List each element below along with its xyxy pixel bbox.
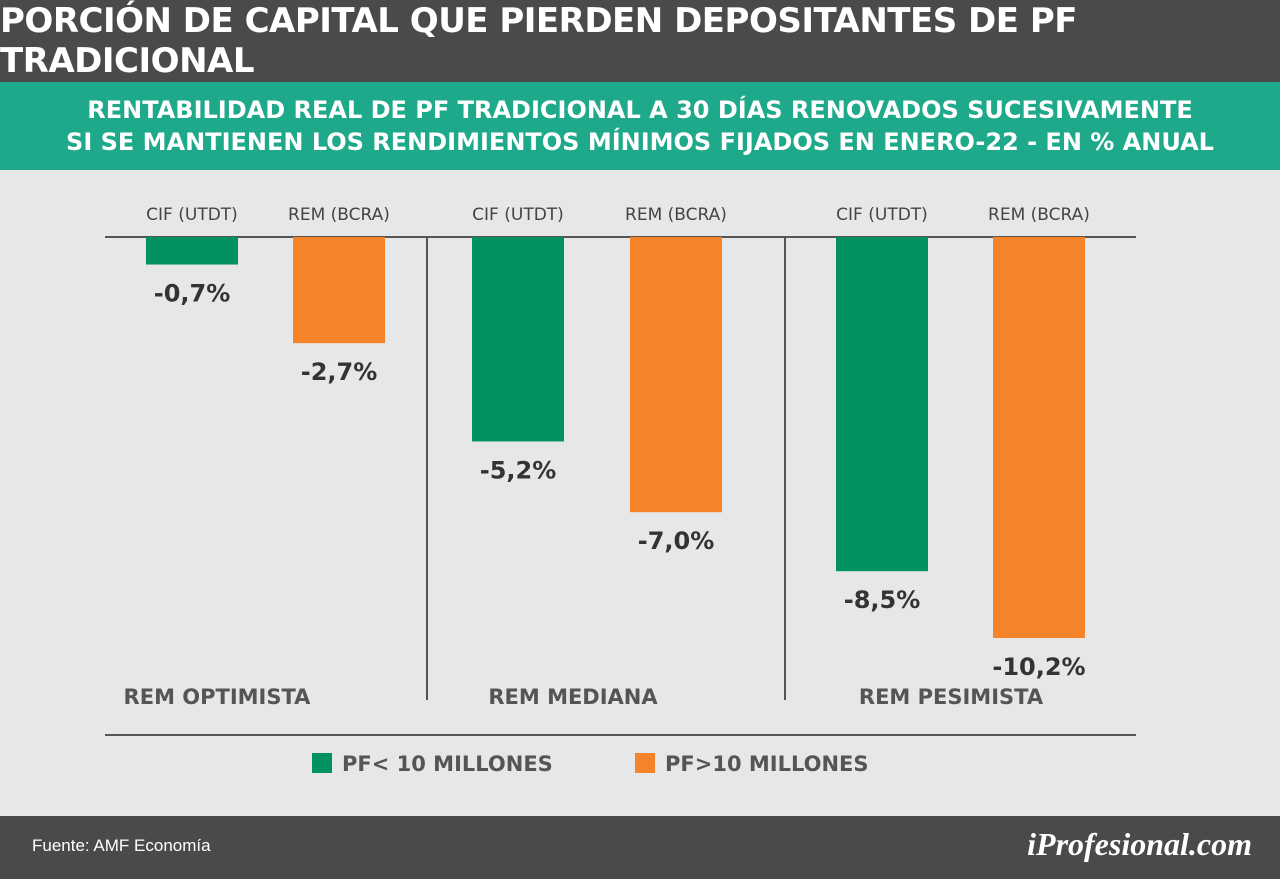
footer: Fuente: AMF Economía iProfesional.com — [0, 816, 1280, 879]
bar — [993, 237, 1085, 638]
subtitle-line-2: SI SE MANTIENEN LOS RENDIMIENTOS MÍNIMOS… — [66, 128, 1214, 156]
chart-subtitle: RENTABILIDAD REAL DE PF TRADICIONAL A 30… — [0, 82, 1280, 170]
bar-value-label: -7,0% — [638, 527, 715, 555]
bar-value-label: -2,7% — [301, 358, 378, 386]
bar-category-label: CIF (UTDT) — [836, 205, 928, 225]
bar — [836, 237, 928, 572]
brand-logo: iProfesional.com — [1027, 826, 1252, 862]
chart-title: PORCIÓN DE CAPITAL QUE PIERDEN DEPOSITAN… — [0, 0, 1280, 82]
bar-category-label: REM (BCRA) — [988, 205, 1090, 225]
group-label: REM MEDIANA — [488, 685, 658, 709]
subtitle-line-1: RENTABILIDAD REAL DE PF TRADICIONAL A 30… — [87, 96, 1193, 124]
legend-label: PF< 10 MILLONES — [342, 752, 553, 776]
bar-value-label: -10,2% — [992, 653, 1085, 681]
bar-value-label: -8,5% — [844, 586, 921, 614]
bar-category-label: REM (BCRA) — [288, 205, 390, 225]
bar-chart: CIF (UTDT) -0,7% REM (BCRA) -2,7% REM OPTIMI… — [105, 205, 1136, 776]
bar — [630, 237, 722, 513]
legend-swatch — [635, 753, 655, 773]
bar-category-label: REM (BCRA) — [625, 205, 727, 225]
bar-category-label: CIF (UTDT) — [472, 205, 564, 225]
bar — [472, 237, 564, 442]
bar-value-label: -5,2% — [480, 456, 557, 484]
group-label: REM PESIMISTA — [859, 685, 1044, 709]
legend-label: PF>10 MILLONES — [665, 752, 869, 776]
source-note: Fuente: AMF Economía — [32, 836, 211, 855]
bar — [293, 237, 385, 344]
bar-category-label: CIF (UTDT) — [146, 205, 238, 225]
group-label: REM OPTIMISTA — [124, 685, 312, 709]
legend-swatch — [312, 753, 332, 773]
bar-value-label: -0,7% — [154, 280, 231, 308]
bar — [146, 237, 238, 265]
